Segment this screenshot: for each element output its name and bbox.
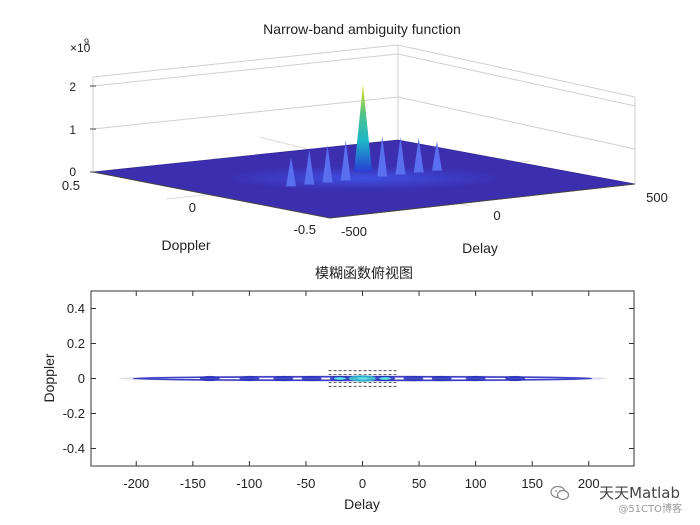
- z-exponent-power: 9: [84, 37, 89, 47]
- surface-title: Narrow-band ambiguity function: [263, 21, 461, 37]
- surface-sidelobe: [286, 156, 297, 187]
- z-tick-0: 0: [69, 165, 76, 179]
- delay-tick--500: -500: [341, 224, 367, 239]
- wechat-icon: [550, 485, 570, 501]
- x-tick-label: 50: [412, 476, 426, 491]
- contour-plot: 模糊函数俯视图 -200 -150 -100 -50 0 50 100 150 200 0.40…: [41, 266, 635, 512]
- watermark-main: 天天Matlab: [599, 484, 680, 502]
- y-tick-label: 0.2: [67, 336, 85, 351]
- x-tick-label: 200: [578, 476, 600, 491]
- delay-tick-0: 0: [493, 208, 500, 223]
- contour-lobe: [465, 375, 486, 382]
- contour-highlight: [333, 377, 346, 380]
- contour-y-ticks: 0.4 0.2 0 -0.2 -0.4: [63, 301, 634, 456]
- contour-highlight: [356, 377, 369, 380]
- x-tick-label: -100: [236, 476, 262, 491]
- contour-x-label: Delay: [344, 496, 380, 512]
- contour-lobe: [239, 375, 260, 382]
- z-tick-2: 2: [69, 80, 76, 94]
- surface-sidelobe: [431, 141, 442, 171]
- doppler-tick-0.5: 0.5: [62, 178, 80, 193]
- x-tick-label: 100: [465, 476, 487, 491]
- x-tick-label: -200: [123, 476, 149, 491]
- y-tick-label: 0: [78, 371, 85, 386]
- contour-y-label: Doppler: [41, 353, 57, 402]
- doppler-tick--0.5: -0.5: [294, 222, 316, 237]
- contour-lobe: [273, 375, 294, 382]
- delay-tick-500: 500: [646, 190, 668, 205]
- doppler-tick-0: 0: [189, 200, 196, 215]
- z-tick-1: 1: [69, 123, 76, 137]
- x-tick-label: -50: [297, 476, 316, 491]
- y-tick-label: 0.4: [67, 301, 85, 316]
- y-tick-label: -0.2: [63, 406, 85, 421]
- surface-sidelobes: [286, 136, 442, 187]
- surface-sidelobe: [340, 140, 351, 181]
- doppler-axis-line: [92, 171, 331, 219]
- surface-sidelobe: [377, 136, 388, 177]
- surface-sidelobe: [304, 149, 315, 185]
- contour-lobe: [403, 375, 424, 382]
- surface-sidelobe: [413, 137, 424, 173]
- contour-lines: [118, 370, 607, 387]
- contour-lobe: [505, 375, 526, 382]
- watermark-sub: @51CTO博客: [618, 504, 682, 515]
- contour-title: 模糊函数俯视图: [315, 266, 413, 282]
- surface-sidelobe: [395, 136, 406, 175]
- x-tick-label: 0: [359, 476, 366, 491]
- surface-peak: [354, 84, 372, 172]
- contour-lobe: [301, 375, 322, 382]
- z-exponent-prefix: ×10: [70, 41, 91, 55]
- x-tick-label: -150: [180, 476, 206, 491]
- contour-lobe: [431, 375, 452, 382]
- contour-lobe: [199, 375, 220, 382]
- contour-highlight: [379, 377, 392, 380]
- delay-axis-label: Delay: [462, 240, 498, 256]
- surface-sidelobe: [322, 144, 333, 183]
- x-tick-label: 150: [521, 476, 543, 491]
- contour-x-ticks: -200 -150 -100 -50 0 50 100 150 200: [123, 291, 600, 491]
- doppler-axis-label: Doppler: [161, 237, 210, 253]
- delay-axis-line: [329, 183, 636, 219]
- surface-plot: Narrow-band ambiguity function: [62, 21, 668, 256]
- y-tick-label: -0.4: [63, 441, 85, 456]
